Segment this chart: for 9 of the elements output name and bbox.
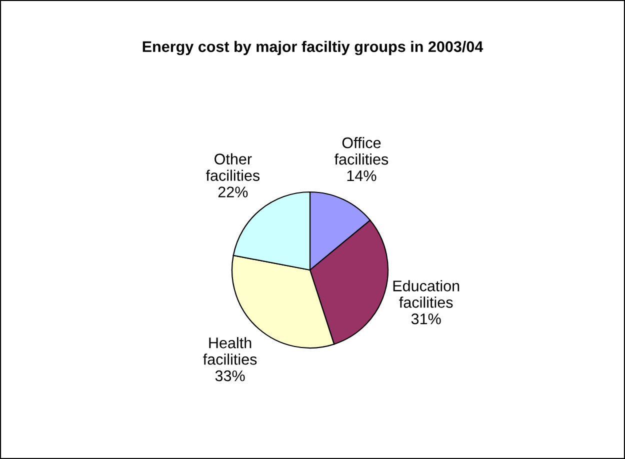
data-label: 14%: [347, 170, 376, 182]
slice-label: Office facilities: [334, 137, 388, 165]
data-label: 33%: [215, 370, 245, 382]
chart-title: Energy cost by major faciltiy groups in 2003/04: [142, 40, 484, 56]
data-label: 22%: [218, 186, 248, 198]
slice-label: Other facilities: [206, 153, 260, 181]
slice-label: Education facilities: [393, 280, 460, 308]
slice-label: Health facilities: [203, 337, 257, 365]
data-label: 31%: [411, 313, 441, 324]
